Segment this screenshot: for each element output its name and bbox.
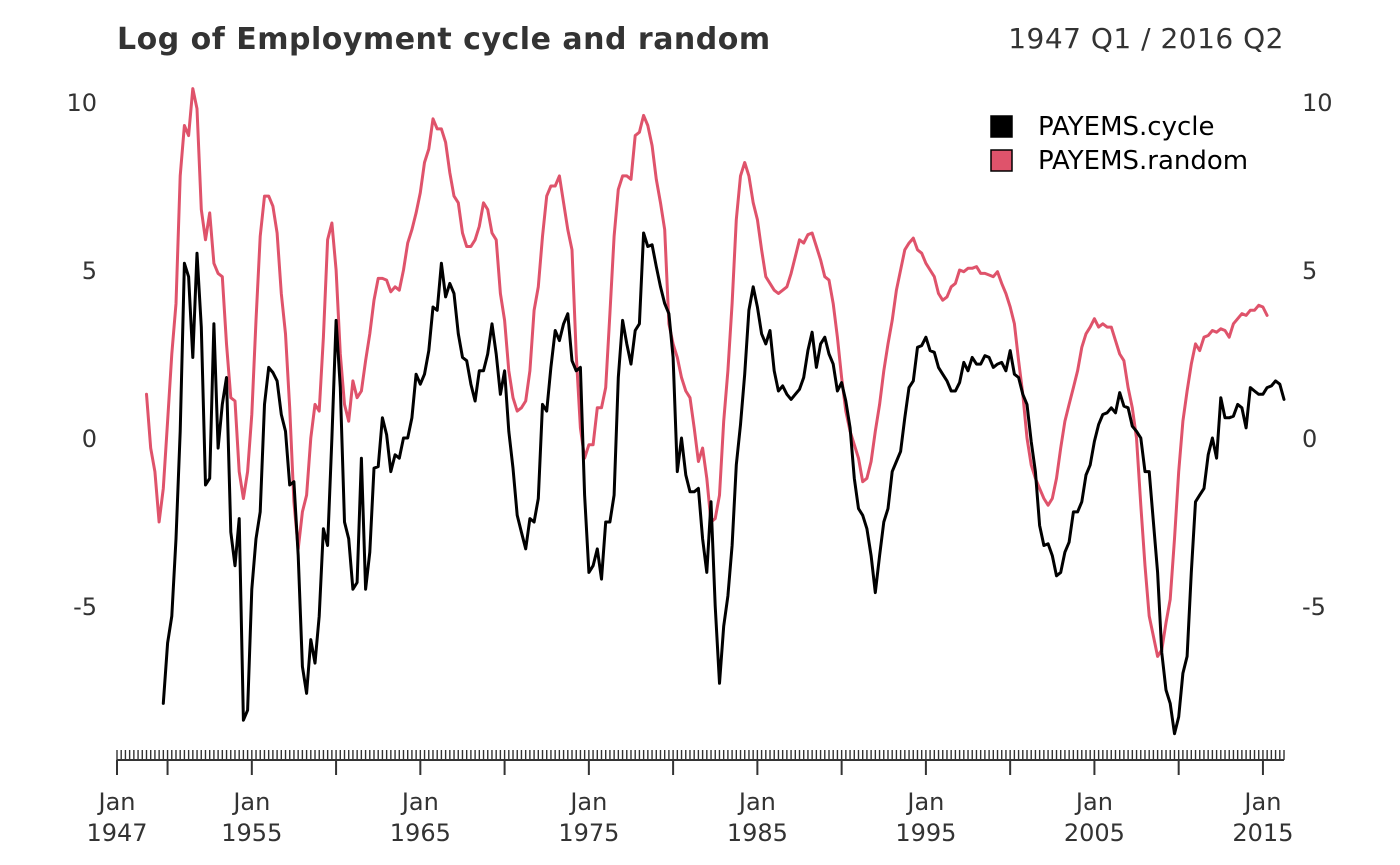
x-tick-label: Jan [1074,788,1113,816]
legend-label: PAYEMS.cycle [1038,112,1215,142]
y-tick-label-right: 10 [1302,89,1333,117]
y-tick-label-left: 10 [66,89,97,117]
legend: PAYEMS.cycle PAYEMS.random [990,112,1248,176]
x-tick-label: 1995 [895,819,956,847]
legend-label: PAYEMS.random [1038,146,1248,176]
y-tick-label-left: 0 [82,425,97,453]
x-tick-label: Jan [905,788,944,816]
chart-title: Log of Employment cycle and random [117,22,771,57]
x-tick-label: Jan [1242,788,1281,816]
x-tick-label: 1947 [86,819,147,847]
y-tick-label-right: 5 [1302,257,1317,285]
y-tick-label-right: -5 [1302,593,1326,621]
y-axis-right: -5 0 5 10 [1302,89,1333,621]
y-tick-label-left: -5 [73,593,97,621]
x-tick-label: 2005 [1064,819,1125,847]
series-line-payems-random [145,87,1269,658]
series-layer [145,87,1286,736]
x-tick-label: 2015 [1232,819,1293,847]
series-line-payems-cycle [161,231,1286,736]
x-tick-label: Jan [400,788,439,816]
x-tick-label: Jan [97,788,136,816]
y-tick-label-left: 5 [82,257,97,285]
chart-date-range: 1947 Q1 / 2016 Q2 [1008,22,1284,55]
x-tick-label: 1985 [727,819,788,847]
legend-swatch [990,115,1013,138]
x-tick-label: 1975 [558,819,619,847]
legend-swatch [990,149,1013,172]
x-axis: Jan 1947 Jan 1955 Jan 1965 Jan 1975 Jan 1985 Jan 19… [86,750,1293,847]
x-tick-label: Jan [568,788,607,816]
x-tick-label: 1965 [390,819,451,847]
x-tick-label: 1955 [221,819,282,847]
x-tick-label: Jan [231,788,270,816]
y-axis-left: -5 0 5 10 [66,89,97,621]
x-tick-label: Jan [737,788,776,816]
y-tick-label-right: 0 [1302,425,1317,453]
